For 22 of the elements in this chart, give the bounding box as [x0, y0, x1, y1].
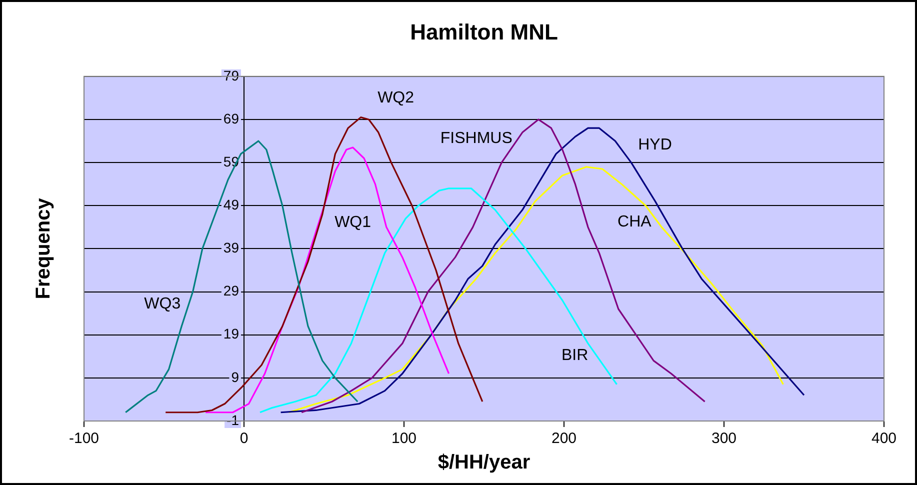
y-tick-label: 39: [223, 240, 240, 256]
y-tick-label: 49: [223, 196, 240, 212]
x-tick-label: 100: [391, 430, 417, 448]
x-tick-label: 0: [240, 430, 248, 448]
series-label: FISHMUS: [440, 130, 512, 147]
series-label: BIR: [561, 346, 588, 364]
series-label: WQ3: [144, 295, 181, 312]
series-label: WQ1: [334, 214, 372, 231]
y-tick-label: 29: [223, 282, 240, 299]
chart-title: Hamilton MNL: [410, 19, 558, 44]
y-tick-label: 69: [223, 110, 240, 126]
x-axis-title: $/HH/year: [438, 452, 530, 474]
x-tick-label: 200: [551, 430, 577, 448]
x-tick-label: 400: [871, 430, 897, 448]
series-label: HYD: [638, 136, 672, 154]
y-tick-label: 9: [231, 368, 240, 385]
x-tick-label: 300: [711, 430, 737, 448]
series-label: WQ2: [378, 90, 414, 107]
series-label: CHA: [618, 213, 652, 230]
y-tick-label: 19: [223, 326, 240, 342]
x-tick-label: -100: [68, 430, 100, 448]
y-axis-title: Frequency: [32, 197, 55, 300]
